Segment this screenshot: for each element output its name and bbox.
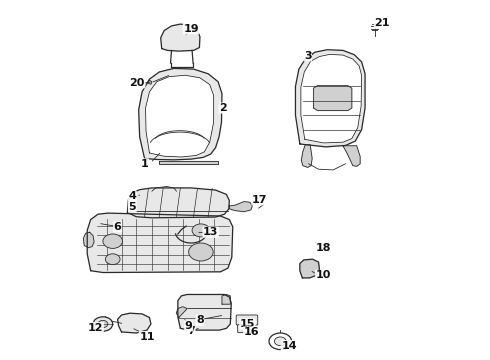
- Circle shape: [103, 234, 122, 248]
- Text: 12: 12: [88, 323, 103, 333]
- Polygon shape: [301, 54, 362, 143]
- Text: 17: 17: [252, 195, 268, 205]
- Polygon shape: [147, 80, 152, 84]
- Text: 1: 1: [141, 159, 148, 169]
- Text: 6: 6: [114, 222, 122, 232]
- Polygon shape: [222, 294, 230, 304]
- Text: 7: 7: [187, 326, 195, 336]
- Polygon shape: [301, 145, 312, 167]
- Circle shape: [189, 243, 213, 261]
- Circle shape: [105, 254, 120, 265]
- Text: 14: 14: [281, 341, 297, 351]
- Polygon shape: [314, 86, 352, 111]
- Polygon shape: [83, 232, 94, 248]
- Text: 19: 19: [183, 24, 199, 34]
- Circle shape: [192, 224, 210, 237]
- Text: 16: 16: [244, 327, 259, 337]
- Text: 10: 10: [316, 270, 331, 280]
- Polygon shape: [343, 146, 360, 166]
- Text: 4: 4: [128, 191, 136, 201]
- Circle shape: [269, 333, 292, 350]
- Text: 3: 3: [304, 51, 312, 61]
- Circle shape: [274, 337, 286, 346]
- Text: 2: 2: [219, 103, 227, 113]
- FancyBboxPatch shape: [236, 315, 258, 325]
- Polygon shape: [178, 294, 231, 330]
- Polygon shape: [161, 24, 200, 51]
- Polygon shape: [159, 161, 218, 164]
- Text: 5: 5: [128, 202, 136, 212]
- Polygon shape: [127, 188, 229, 218]
- Polygon shape: [229, 202, 252, 212]
- Text: 21: 21: [374, 18, 390, 28]
- Polygon shape: [176, 307, 187, 318]
- Polygon shape: [146, 75, 214, 157]
- Text: 13: 13: [203, 227, 219, 237]
- Polygon shape: [300, 259, 319, 278]
- Polygon shape: [118, 313, 151, 333]
- Text: 11: 11: [139, 332, 155, 342]
- Polygon shape: [295, 50, 365, 147]
- Text: 9: 9: [185, 321, 193, 331]
- Text: 20: 20: [129, 78, 145, 88]
- Circle shape: [98, 320, 108, 328]
- FancyBboxPatch shape: [238, 325, 253, 333]
- Polygon shape: [139, 68, 222, 160]
- Text: 15: 15: [240, 319, 255, 329]
- Text: 18: 18: [316, 243, 331, 253]
- Text: 8: 8: [196, 315, 204, 325]
- Polygon shape: [87, 213, 233, 273]
- Circle shape: [93, 317, 113, 331]
